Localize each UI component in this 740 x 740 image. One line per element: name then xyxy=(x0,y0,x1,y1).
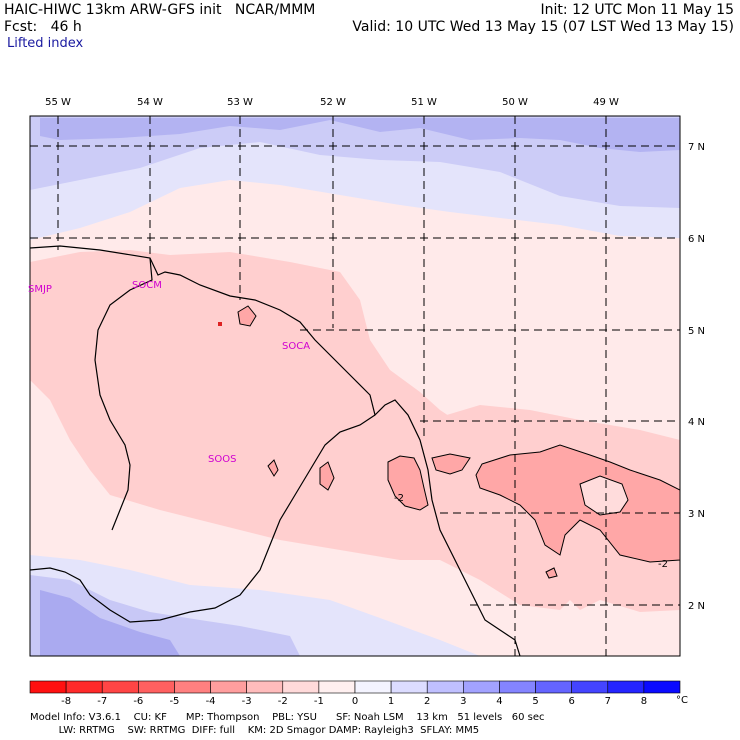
station-label: SOOS xyxy=(208,454,236,465)
colorbar-unit: °C xyxy=(676,695,688,706)
unstable-pocket-1 xyxy=(387,455,429,511)
colorbar-swatch xyxy=(210,680,247,694)
colorbar-swatch xyxy=(29,680,67,694)
station-labels: SMJP SOCM SOCA SOOS xyxy=(28,280,310,465)
lon-label: 53 W xyxy=(227,97,253,108)
colorbar-tick-label: -2 xyxy=(278,696,288,707)
colorbar-tick-label: -5 xyxy=(169,696,179,707)
border-suriname-guyana xyxy=(94,257,153,531)
colorbar-tick-label: -6 xyxy=(133,696,143,707)
colorbar-tick-label: 5 xyxy=(532,696,538,707)
unstable-pocket-4 xyxy=(237,305,257,327)
colorbar-tick-label: 6 xyxy=(568,696,574,707)
colorbar-swatch xyxy=(65,680,103,694)
unstable-pocket-7 xyxy=(545,567,558,579)
colorbar-tick-label: -3 xyxy=(242,696,252,707)
contour-label: -2 xyxy=(658,559,668,570)
lon-label: 52 W xyxy=(320,97,346,108)
colorbar-tick-label: -1 xyxy=(314,696,324,707)
stable-region-north-core xyxy=(30,116,680,208)
lat-label: 3 N xyxy=(688,509,705,520)
colorbar-swatch xyxy=(174,680,211,694)
lat-label: 7 N xyxy=(688,142,705,153)
map-frame xyxy=(29,115,681,657)
colorbar-swatch xyxy=(426,680,464,694)
lat-label: 2 N xyxy=(688,601,705,612)
colorbar-tick-label: 4 xyxy=(496,696,502,707)
colorbar-swatch xyxy=(499,680,536,694)
colorbar-swatch xyxy=(535,680,572,694)
colorbar-tick-label: -8 xyxy=(61,696,71,707)
model-info-line1: Model Info: V3.6.1 CU: KF MP: Thompson P… xyxy=(30,712,545,723)
colorbar-swatch xyxy=(246,680,284,694)
contour-label: -2 xyxy=(394,493,404,504)
colorbar-tick-label: 3 xyxy=(460,696,466,707)
station-label: SMJP xyxy=(28,284,52,295)
lat-label: 6 N xyxy=(688,234,705,245)
unstable-pocket-2 xyxy=(431,453,471,475)
station-label: SOCA xyxy=(282,341,310,352)
lon-label: 51 W xyxy=(411,97,437,108)
colorbar-swatch xyxy=(101,680,139,694)
init-time: Init: 12 UTC Mon 11 May 15 xyxy=(540,2,734,18)
unstable-pocket-6 xyxy=(267,459,279,477)
colorbar-labels: -8 -7 -6 -5 -4 -3 -2 -1 0 1 2 3 4 5 6 7 8 xyxy=(61,696,647,707)
colorbar-swatch xyxy=(643,680,681,694)
station-label: SOCM xyxy=(132,280,162,291)
valid-time: Valid: 10 UTC Wed 13 May 15 (07 LST Wed … xyxy=(352,19,734,35)
lat-label: 4 N xyxy=(688,417,705,428)
colorbar-tick-label: 1 xyxy=(388,696,394,707)
unstable-pocket-3 xyxy=(475,444,680,563)
model-title: HAIC-HIWC 13km ARW-GFS init NCAR/MMM xyxy=(4,2,316,18)
colorbar-tick-label: -4 xyxy=(206,696,216,707)
colorbar-swatch xyxy=(138,680,175,694)
lat-label: 5 N xyxy=(688,326,705,337)
stable-hole xyxy=(579,475,629,516)
colorbar-tick-label: 8 xyxy=(641,696,647,707)
border-suriname-french-guiana xyxy=(30,414,376,623)
colorbar-tick-label: 7 xyxy=(605,696,611,707)
lon-label: 50 W xyxy=(502,97,528,108)
lon-label: 54 W xyxy=(137,97,163,108)
stable-region-southwest-strong xyxy=(40,590,180,656)
lat-labels: 7 N 6 N 5 N 4 N 3 N 2 N xyxy=(688,142,705,612)
colorbar-swatch xyxy=(390,680,428,694)
colorbar-tick-label: 2 xyxy=(424,696,430,707)
colorbar-swatch xyxy=(354,680,392,694)
field-name: Lifted index xyxy=(7,36,84,51)
unstable-pocket-5 xyxy=(319,461,335,491)
lon-labels: 55 W 54 W 53 W 52 W 51 W 50 W 49 W xyxy=(45,97,619,108)
lon-label: 55 W xyxy=(45,97,71,108)
colorbar-swatch xyxy=(463,680,500,694)
stable-region-north-strong xyxy=(40,118,680,152)
graticule xyxy=(30,116,680,656)
model-info-line2: LW: RRTMG SW: RRTMG DIFF: full KM: 2D Sm… xyxy=(30,725,480,736)
colorbar-tick-label: -7 xyxy=(97,696,107,707)
coastline xyxy=(30,245,521,656)
lifted-index-field xyxy=(30,116,680,656)
forecast-hour: Fcst: 46 h xyxy=(4,19,82,35)
colorbar-swatch xyxy=(318,680,356,694)
unstable-region-land xyxy=(30,250,580,610)
colorbar-swatch xyxy=(282,680,320,694)
contour-labels: -2 -2 xyxy=(394,493,668,570)
colorbar-swatch xyxy=(571,680,609,694)
colorbar xyxy=(29,680,681,694)
unstable-dot xyxy=(218,322,222,326)
lon-label: 49 W xyxy=(593,97,619,108)
colorbar-swatch xyxy=(607,680,645,694)
colorbar-tick-label: 0 xyxy=(352,696,358,707)
